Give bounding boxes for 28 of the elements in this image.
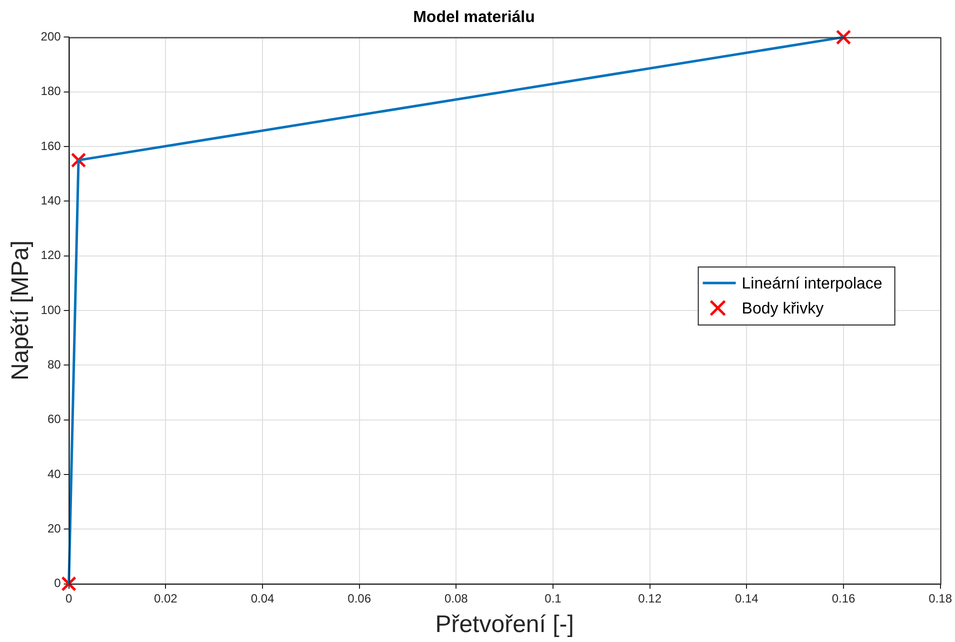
- y-tick-label: 60: [47, 412, 62, 426]
- y-tick-label: 0: [54, 576, 62, 590]
- y-tick-label: 140: [40, 193, 62, 208]
- y-tick-label: 180: [40, 84, 62, 98]
- y-tick-label: 80: [47, 357, 62, 372]
- x-tick-label: 0.16: [832, 591, 856, 606]
- y-tick-label: 40: [47, 466, 62, 481]
- y-tick-label: 200: [40, 30, 62, 44]
- x-tick-label: 0.02: [154, 591, 178, 606]
- y-tick-label: 160: [40, 138, 62, 153]
- x-tick-label: 0.08: [444, 591, 468, 606]
- x-tick-label: 0.1: [544, 591, 562, 606]
- point: [61, 576, 76, 592]
- legend-label: Body křivky: [742, 300, 824, 318]
- x-tick-label: 0.14: [734, 591, 759, 606]
- x-axis-title: Přetvoření [-]: [435, 611, 574, 638]
- x-tick-label: 0.12: [638, 591, 662, 606]
- x-tick-label: 0.18: [928, 591, 952, 606]
- legend-label: Lineární interpolace: [742, 275, 882, 292]
- chart-title: Model materiálu: [413, 9, 535, 26]
- x-tick-label: 0.06: [348, 591, 372, 606]
- y-tick-label: 100: [40, 302, 62, 317]
- point: [836, 30, 852, 45]
- y-tick-label: 20: [47, 521, 62, 536]
- x-tick-label: 0: [65, 591, 72, 606]
- y-tick-label: 120: [40, 248, 62, 262]
- y-axis-title: Napětí [MPa]: [7, 240, 34, 381]
- x-tick-label: 0.04: [250, 591, 274, 606]
